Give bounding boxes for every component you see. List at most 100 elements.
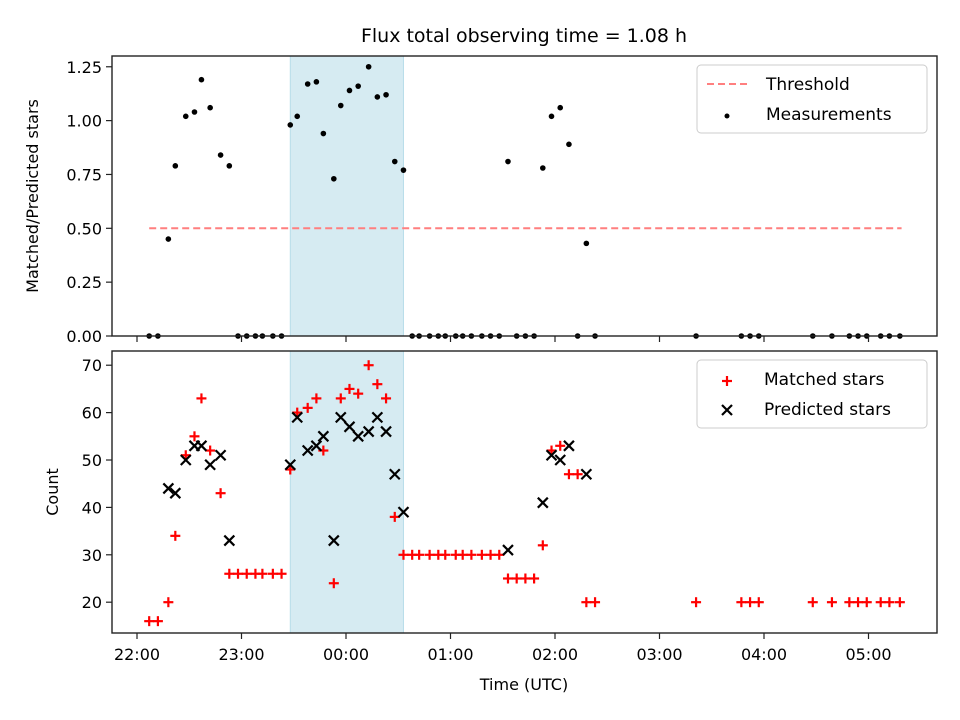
matched-star-point xyxy=(590,597,601,608)
measurement-point xyxy=(217,152,224,158)
matched-star-point xyxy=(302,402,313,413)
predicted-star-point xyxy=(580,468,593,481)
measurement-point xyxy=(165,236,172,242)
legend-predicted-swatch xyxy=(721,404,733,416)
y-tick-label: 70 xyxy=(82,356,102,375)
bottom-panel: 20 30 40 50 60 70 22:00 23:00 00:00 01:00 02:00 03… xyxy=(43,350,938,694)
measurement-point xyxy=(304,81,311,87)
matched-star-point xyxy=(511,573,522,584)
bottom-axes-frame xyxy=(111,350,938,634)
predicted-star-point xyxy=(195,440,208,452)
y-tick-label: 50 xyxy=(82,451,102,470)
matched-star-point xyxy=(233,568,244,579)
measurement-point xyxy=(505,158,511,165)
measurement-point xyxy=(320,130,327,137)
x-tick-label: 23:00 xyxy=(218,645,264,664)
measurement-point xyxy=(557,104,564,111)
matched-star-point xyxy=(440,549,451,560)
matched-star-point xyxy=(389,511,400,522)
matched-star-point xyxy=(170,530,181,541)
top-y-axis-label: Matched/Predicted stars xyxy=(23,99,42,293)
y-tick-label: 0.50 xyxy=(66,219,102,238)
matched-star-point xyxy=(363,360,374,371)
x-axis-label: Time (UTC) xyxy=(479,675,568,694)
matched-star-point xyxy=(807,597,818,608)
y-tick-label: 0.00 xyxy=(66,327,102,346)
measurement-point xyxy=(198,76,205,83)
measurement-point xyxy=(172,163,179,169)
measurement-point xyxy=(540,165,546,171)
matched-star-point xyxy=(691,597,702,608)
bottom-y-ticks: 20 30 40 50 60 70 xyxy=(82,356,112,612)
predicted-star-point xyxy=(334,411,347,424)
y-tick-label: 30 xyxy=(82,546,102,565)
chart-title: Flux total observing time = 1.08 h xyxy=(361,25,687,47)
matched-star-point xyxy=(205,445,216,456)
predicted-star-point xyxy=(352,430,364,443)
matched-star-point xyxy=(555,440,566,451)
matched-star-point xyxy=(485,549,496,560)
measurement-point xyxy=(583,240,590,247)
matched-star-point xyxy=(844,597,855,608)
predicted-star-point xyxy=(563,440,575,452)
predicted-star-point xyxy=(371,411,384,424)
matched-star-point xyxy=(196,393,207,404)
y-tick-label: 20 xyxy=(82,593,102,612)
predicted-star-point xyxy=(537,496,549,509)
matched-star-point xyxy=(894,597,905,608)
predicted-star-point xyxy=(162,482,175,495)
y-tick-label: 40 xyxy=(82,498,102,517)
predicted-star-point xyxy=(388,468,401,481)
legend-measurements-swatch xyxy=(724,113,730,119)
matched-star-point xyxy=(861,597,872,608)
predicted-star-point xyxy=(328,534,340,547)
measurement-point xyxy=(400,167,407,173)
measurement-point xyxy=(566,141,572,148)
top-legend-box xyxy=(696,64,928,134)
matched-star-point xyxy=(414,549,425,560)
matched-star-point xyxy=(224,568,235,579)
y-tick-label: 60 xyxy=(82,404,102,423)
y-tick-label: 0.75 xyxy=(66,165,102,184)
measurement-point xyxy=(226,163,233,169)
matched-star-point xyxy=(826,597,837,608)
x-tick-label: 22:00 xyxy=(114,645,160,664)
matched-star-point xyxy=(241,568,252,579)
measurement-point xyxy=(548,113,555,120)
legend-measurements-label: Measurements xyxy=(766,105,892,125)
matched-star-point xyxy=(353,388,364,399)
measurement-point xyxy=(294,113,301,120)
predicted-star-point xyxy=(301,444,314,457)
predicted-star-point xyxy=(169,487,182,499)
legend-threshold-label: Threshold xyxy=(765,75,850,95)
matched-star-point xyxy=(372,379,383,390)
x-tick-label: 01:00 xyxy=(427,645,473,664)
matched-star-point xyxy=(189,431,200,442)
measurement-point xyxy=(346,87,353,94)
matched-star-point xyxy=(424,549,435,560)
y-tick-label: 0.25 xyxy=(66,273,102,292)
shaded-interval-bottom xyxy=(289,350,404,634)
measurement-point xyxy=(365,63,372,70)
matched-star-point xyxy=(381,393,392,404)
bottom-x-ticks: 22:00 23:00 00:00 01:00 02:00 03:00 04:00 05:00 xyxy=(114,633,892,664)
top-x-ticks xyxy=(136,336,870,342)
top-panel: 0.00 0.25 0.50 0.75 1.00 1.25 Matched/Predict… xyxy=(23,55,938,346)
predicted-star-point xyxy=(362,425,375,438)
top-y-ticks: 0.00 0.25 0.50 0.75 1.00 1.25 xyxy=(66,58,112,346)
matched-star-point xyxy=(884,597,895,608)
matched-star-point xyxy=(572,469,583,480)
matched-star-point xyxy=(476,549,487,560)
predicted-star-point xyxy=(545,449,558,462)
matched-star-point xyxy=(581,597,592,608)
bottom-legend: Matched stars Predicted stars xyxy=(696,359,928,429)
matched-star-point xyxy=(144,616,155,627)
measurement-point xyxy=(391,158,398,165)
matched-star-point xyxy=(466,549,477,560)
matched-star-point xyxy=(753,597,764,608)
measurement-point xyxy=(287,122,294,128)
measurement-point xyxy=(337,102,344,109)
measurement-point xyxy=(355,83,361,89)
predicted-star-point xyxy=(291,411,304,424)
predicted-star-point xyxy=(204,458,216,471)
